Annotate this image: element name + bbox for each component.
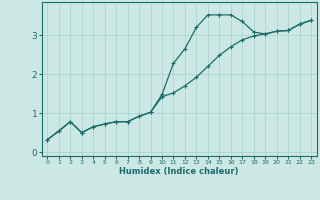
X-axis label: Humidex (Indice chaleur): Humidex (Indice chaleur) — [119, 167, 239, 176]
